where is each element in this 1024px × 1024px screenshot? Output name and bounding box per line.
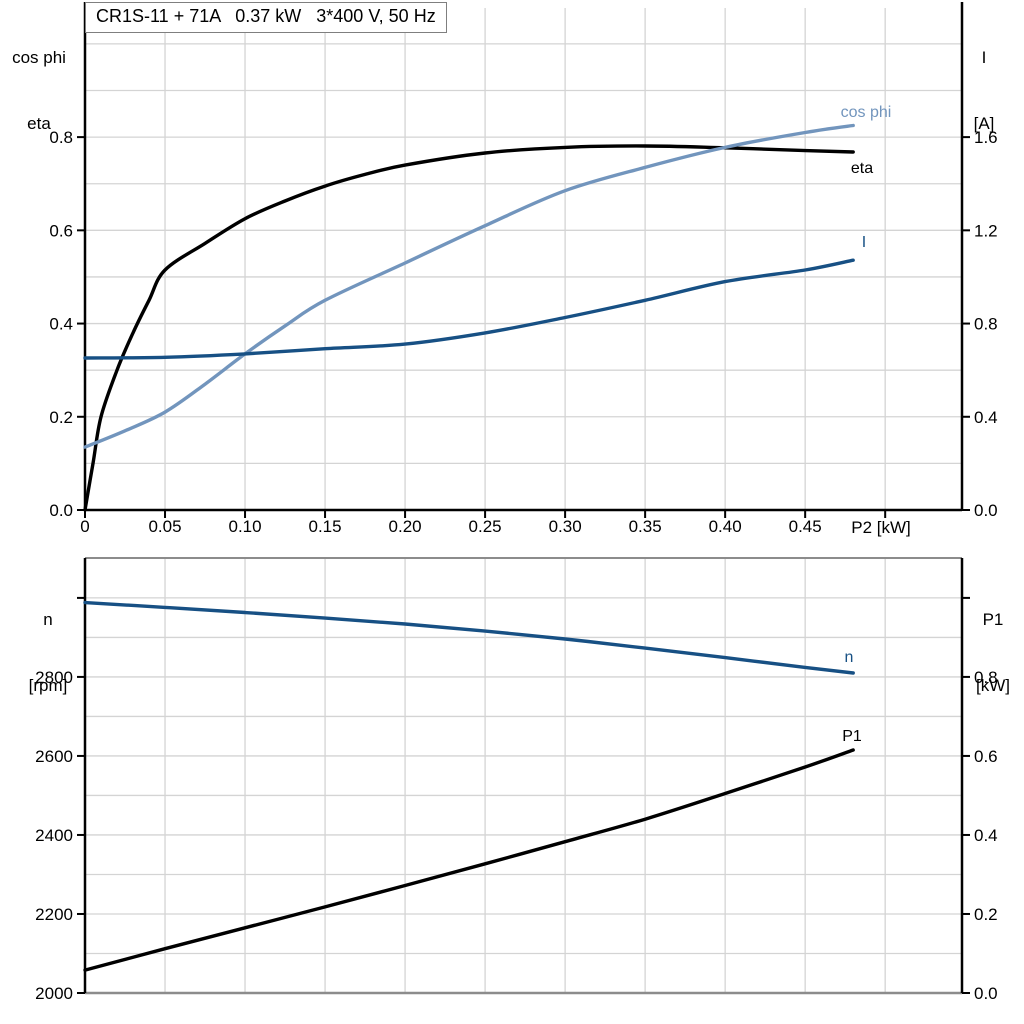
x-tick-label: 0	[80, 517, 89, 536]
curve-eta	[83, 144, 855, 512]
left-tick-label: 0.6	[49, 221, 73, 240]
bottom-chart-right-axis-unit: P1 [kW]	[962, 565, 1024, 741]
x-tick-label: 0.25	[469, 517, 502, 536]
chart-1-axes	[83, 2, 964, 512]
x-tick-label: 0.45	[789, 517, 822, 536]
right-axis-unit-line2: [kW]	[976, 676, 1010, 695]
p1-curve-label: P1	[842, 728, 862, 745]
left-axis-unit-line2: [rpm]	[28, 676, 68, 695]
right-tick-label: 1.2	[974, 221, 998, 240]
right-tick-label: 0.0	[974, 501, 998, 520]
left-axis-unit-line2: eta	[27, 114, 51, 133]
x-tick-label: 0.10	[228, 517, 261, 536]
right-tick-label: 0.0	[974, 984, 998, 1003]
right-tick-label: 0.2	[974, 905, 998, 924]
x-tick-label: 0.20	[389, 517, 422, 536]
chart-1-grid	[85, 8, 962, 510]
right-tick-label: 0.8	[974, 668, 998, 687]
curve-P1	[83, 748, 855, 972]
x-tick-label: 0.35	[629, 517, 662, 536]
right-tick-label: 1.6	[974, 128, 998, 147]
right-tick-label: 0.4	[974, 408, 998, 427]
chart-1-curves	[83, 123, 855, 512]
bottom-chart-left-axis-unit: n [rpm]	[2, 565, 94, 741]
chart-1-ticks: 0 0.05 0.10 0.15 0.20 0.25 0.30 0.35 0.40 0.45 0.0…	[49, 128, 997, 536]
curve-cos_phi	[83, 123, 855, 449]
left-tick-label: 2400	[35, 826, 73, 845]
right-axis-unit-line1: P1	[982, 610, 1004, 629]
chart-2-grid	[85, 558, 962, 993]
x-tick-label: 0.15	[309, 517, 342, 536]
top-chart-left-axis-unit: cos phi eta	[0, 3, 78, 179]
cos-phi-curve-label: cos phi	[840, 104, 892, 121]
current-curve-label: I	[861, 234, 867, 251]
eta-curve-label: eta	[850, 160, 874, 177]
right-axis-unit-line1: I	[981, 48, 987, 67]
chart-2-axes	[83, 557, 964, 995]
chart-2-curves	[83, 600, 855, 972]
left-axis-unit-line1: cos phi	[12, 48, 66, 67]
left-tick-label: 0.2	[49, 408, 73, 427]
right-tick-label: 0.8	[974, 315, 998, 334]
left-tick-label: 0.0	[49, 501, 73, 520]
x-tick-label: 0.40	[709, 517, 742, 536]
left-axis-unit-line1: n	[43, 610, 53, 629]
x-tick-label: 0.05	[148, 517, 181, 536]
left-tick-label: 2800	[35, 668, 73, 687]
chart-title: CR1S-11 + 71A 0.37 kW 3*400 V, 50 Hz	[85, 2, 447, 33]
right-tick-label: 0.6	[974, 747, 998, 766]
top-chart-right-axis-unit: I [A]	[953, 3, 1015, 179]
curve-n	[83, 600, 855, 675]
left-tick-label: 2200	[35, 905, 73, 924]
left-tick-label: 2000	[35, 984, 73, 1003]
left-tick-label: 0.8	[49, 128, 73, 147]
curve-I	[83, 258, 855, 360]
x-axis-label: P2 [kW]	[851, 518, 911, 537]
left-tick-label: 2600	[35, 747, 73, 766]
x-tick-label: 0.30	[549, 517, 582, 536]
speed-curve-label: n	[844, 649, 854, 666]
right-tick-label: 0.4	[974, 826, 998, 845]
right-axis-unit-line2: [A]	[973, 114, 995, 133]
chart-2-ticks: 2000 2200 2400 2600 2800 0.0 0.2 0.4 0.6 0.8	[35, 596, 998, 1003]
left-tick-label: 0.4	[49, 315, 73, 334]
